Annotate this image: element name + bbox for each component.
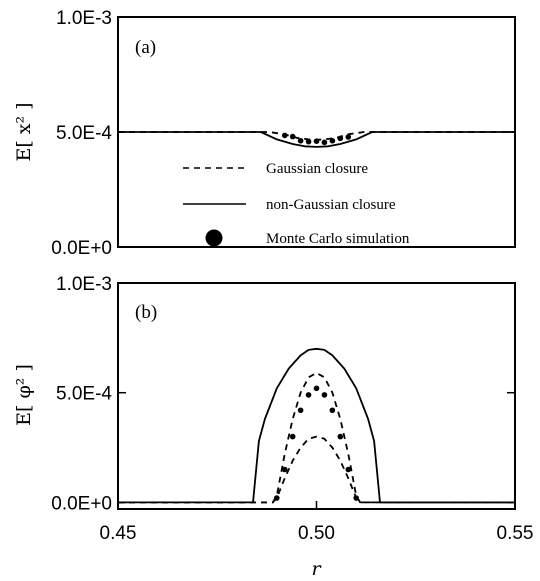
monte-carlo-point bbox=[305, 392, 312, 398]
monte-carlo-point bbox=[337, 433, 344, 440]
x-tick-label: 0.55 bbox=[497, 523, 534, 544]
monte-carlo-point bbox=[274, 495, 280, 501]
monte-carlo-point bbox=[313, 385, 320, 392]
panel-b: (b) E[ φ² ] 0.0E+05.0E-41.0E-3 0.45 0.50 0… bbox=[13, 274, 533, 580]
gaussian-closure-line bbox=[118, 435, 515, 504]
monte-carlo-point bbox=[313, 138, 320, 144]
legend-label-gaussian: Gaussian closure bbox=[266, 161, 368, 177]
monte-carlo-point bbox=[329, 137, 336, 144]
monte-carlo-point bbox=[329, 407, 336, 414]
panel-b-label: (b) bbox=[135, 302, 157, 323]
panel-b-y-ticks: 0.0E+0 5.0E-4 1.0E-3 bbox=[51, 274, 515, 514]
non-gaussian-closure-line bbox=[118, 347, 515, 504]
panel-a-ylabel: E[ x² ] bbox=[13, 102, 35, 161]
monte-carlo-point bbox=[345, 466, 352, 473]
legend: Gaussian closure non-Gaussian closure Mo… bbox=[183, 161, 410, 247]
monte-carlo-point bbox=[305, 138, 312, 145]
y-tick-label: 0.0E+0 bbox=[51, 493, 112, 514]
legend-label-monte-carlo: Monte Carlo simulation bbox=[266, 231, 410, 247]
gaussian-closure-line bbox=[118, 372, 515, 504]
y-tick-label: 1.0E-3 bbox=[56, 274, 112, 295]
panel-b-frame bbox=[117, 282, 516, 510]
monte-carlo-point bbox=[281, 132, 288, 139]
y-tick-label: 5.0E-4 bbox=[56, 123, 112, 144]
y-tick-label: 0.0E+0 bbox=[51, 238, 112, 259]
panel-a-series bbox=[118, 131, 515, 148]
panel-b-xlabel: r bbox=[311, 558, 322, 580]
panel-a: (a) E[ x² ] 0.0E+0 5.0E-4 1.0E-3 Gaussian … bbox=[13, 8, 516, 259]
panel-b-series bbox=[118, 347, 515, 504]
y-tick-label: 5.0E-4 bbox=[56, 384, 112, 405]
panel-a-label: (a) bbox=[135, 37, 156, 58]
monte-carlo-point bbox=[289, 133, 296, 140]
x-tick-label: 0.50 bbox=[298, 523, 335, 544]
monte-carlo-point bbox=[297, 137, 304, 144]
x-tick-label: 0.45 bbox=[100, 523, 137, 544]
monte-carlo-point bbox=[289, 433, 296, 440]
non-gaussian-closure-line bbox=[118, 131, 515, 148]
legend-label-non-gaussian: non-Gaussian closure bbox=[266, 197, 396, 213]
monte-carlo-point bbox=[353, 495, 360, 501]
legend-dot-sample bbox=[205, 229, 223, 247]
monte-carlo-point bbox=[321, 392, 328, 398]
monte-carlo-point bbox=[345, 134, 352, 140]
monte-carlo-point bbox=[321, 139, 328, 146]
panel-b-ylabel: E[ φ² ] bbox=[13, 364, 35, 426]
monte-carlo-point bbox=[337, 135, 344, 142]
monte-carlo-point bbox=[297, 407, 304, 414]
monte-carlo-point bbox=[281, 466, 288, 473]
panel-b-x-ticks: 0.45 0.50 0.55 bbox=[100, 501, 534, 544]
y-tick-label: 1.0E-3 bbox=[56, 8, 112, 29]
